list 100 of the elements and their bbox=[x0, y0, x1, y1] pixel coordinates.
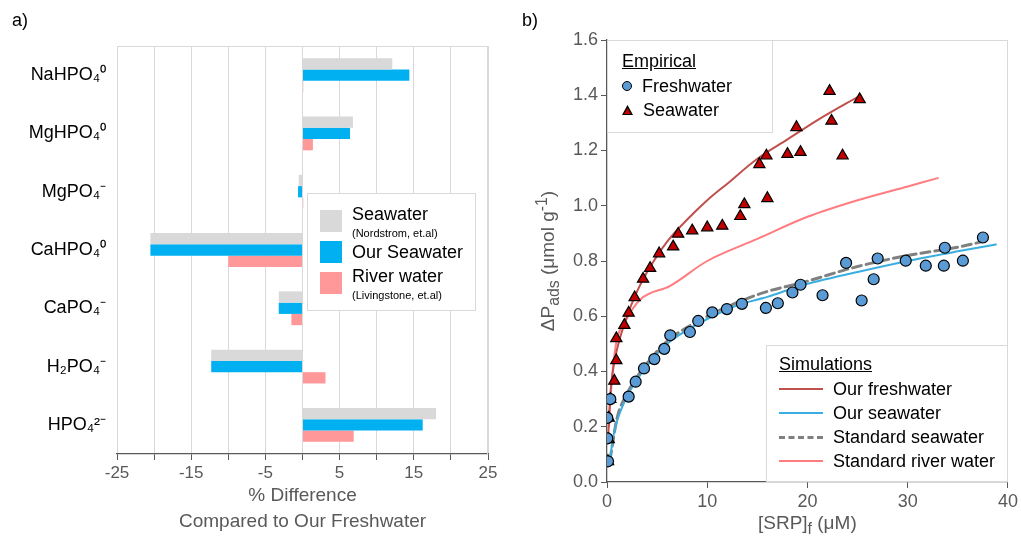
point bbox=[771, 297, 784, 310]
x-tick-label: 30 bbox=[897, 490, 918, 511]
point bbox=[938, 241, 951, 254]
point bbox=[919, 259, 932, 272]
y-tick-label: 1.4 bbox=[572, 84, 598, 105]
legend-label: Our Seawater bbox=[352, 240, 464, 264]
point bbox=[867, 273, 880, 286]
point bbox=[652, 246, 666, 258]
y-tick-label: MgPO₄⁻ bbox=[41, 180, 106, 201]
x-tick-label: -15 bbox=[178, 462, 204, 482]
y-tick-label: 0.0 bbox=[572, 470, 598, 491]
legend-label: Our freshwater bbox=[832, 378, 953, 401]
point bbox=[759, 301, 772, 315]
x-tick-label: 15 bbox=[404, 462, 424, 482]
point bbox=[683, 325, 697, 339]
y-tick-label: CaPO₄⁻ bbox=[43, 297, 106, 318]
bar bbox=[298, 186, 302, 198]
point bbox=[794, 278, 807, 291]
point bbox=[706, 306, 719, 319]
y-tick-label: CaHPO₄⁰ bbox=[30, 238, 106, 259]
legend-label: Standard seawater bbox=[832, 426, 985, 449]
point bbox=[720, 302, 733, 316]
x-tick-label: 5 bbox=[334, 462, 345, 482]
y-tick-label: MgHPO₄⁰ bbox=[28, 122, 106, 143]
point bbox=[735, 297, 749, 310]
point bbox=[692, 314, 705, 328]
point bbox=[622, 305, 635, 317]
point bbox=[608, 373, 621, 385]
x-axis-title: % Difference Compared to Our Freshwater bbox=[179, 483, 427, 533]
bar bbox=[228, 255, 302, 267]
point bbox=[734, 209, 747, 221]
point bbox=[937, 259, 950, 272]
bar bbox=[303, 127, 350, 140]
point bbox=[855, 294, 868, 307]
x-axis-title: [SRP]$_{f}$ (μM) bbox=[757, 511, 857, 539]
point bbox=[871, 252, 884, 265]
point bbox=[658, 342, 671, 355]
point bbox=[781, 146, 794, 158]
point bbox=[666, 239, 680, 251]
text: Simulations bbox=[778, 354, 873, 374]
y-tick-label: H₂PO₄⁻ bbox=[46, 355, 106, 376]
legend-label: Standard river water bbox=[832, 450, 996, 473]
bar bbox=[303, 372, 326, 384]
bar bbox=[303, 430, 354, 442]
point bbox=[836, 148, 849, 160]
point bbox=[716, 218, 729, 230]
bar bbox=[303, 139, 313, 151]
point bbox=[628, 290, 641, 302]
point bbox=[825, 113, 838, 125]
point bbox=[839, 256, 853, 270]
point bbox=[701, 220, 714, 232]
x-tick-label: 25 bbox=[478, 462, 498, 482]
bar bbox=[150, 244, 302, 256]
point bbox=[816, 289, 829, 302]
legend-label: Seawater bbox=[643, 99, 720, 122]
y-tick-label: 1.0 bbox=[572, 194, 598, 215]
y-tick-label: 0.8 bbox=[572, 249, 598, 270]
x-tick-label: -25 bbox=[104, 462, 130, 482]
point bbox=[794, 145, 807, 157]
legend-label: Our seawater bbox=[832, 402, 942, 425]
y-tick-label: 1.6 bbox=[572, 28, 598, 49]
y-tick-label: 0.6 bbox=[572, 305, 598, 326]
legend-label: River water (Livingstone, et.al) bbox=[352, 264, 444, 302]
point bbox=[648, 352, 661, 366]
y-tick-label: NaHPO₄⁰ bbox=[30, 64, 106, 85]
bar bbox=[291, 313, 302, 326]
point bbox=[610, 353, 623, 365]
x-tick-label: -5 bbox=[257, 462, 273, 482]
legend-label: Freshwater bbox=[642, 75, 733, 98]
bar bbox=[211, 360, 302, 373]
point bbox=[671, 226, 685, 238]
bar bbox=[278, 302, 302, 314]
point bbox=[618, 317, 631, 329]
x-tick-label: 10 bbox=[697, 490, 718, 511]
text: a) bbox=[12, 10, 29, 31]
text: Empirical bbox=[622, 51, 697, 71]
point bbox=[637, 362, 651, 375]
y-tick-label: HPO₄²⁻ bbox=[47, 413, 106, 434]
point bbox=[790, 120, 803, 132]
point bbox=[853, 92, 866, 104]
point bbox=[636, 271, 650, 283]
point bbox=[760, 148, 773, 160]
bar bbox=[303, 419, 423, 431]
point bbox=[976, 231, 990, 244]
point bbox=[956, 254, 969, 267]
y-tick-label: 1.2 bbox=[572, 139, 598, 160]
point bbox=[753, 157, 766, 169]
point bbox=[643, 261, 657, 273]
y-tick-label: 0.2 bbox=[572, 415, 598, 436]
bar bbox=[303, 69, 410, 81]
point bbox=[685, 223, 699, 235]
x-tick-label: 0 bbox=[601, 490, 613, 511]
point bbox=[786, 286, 799, 299]
point bbox=[629, 375, 642, 388]
point bbox=[761, 191, 774, 203]
point bbox=[738, 197, 751, 209]
point bbox=[823, 84, 836, 95]
point bbox=[664, 329, 677, 342]
point bbox=[622, 390, 635, 403]
y-tick-label: 0.4 bbox=[572, 360, 598, 381]
